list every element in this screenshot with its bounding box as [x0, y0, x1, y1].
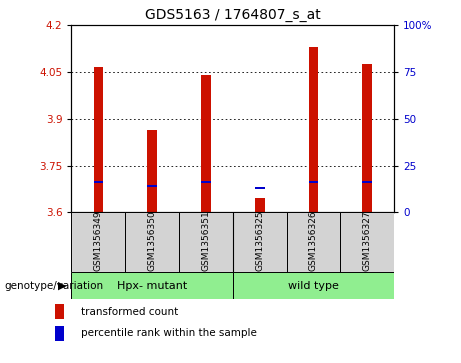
Bar [309, 47, 318, 212]
Bar [362, 181, 372, 183]
Bar [148, 185, 157, 187]
Text: transformed count: transformed count [81, 307, 178, 317]
Text: GSM1356351: GSM1356351 [201, 211, 210, 272]
Bar [255, 198, 265, 212]
Bar [55, 326, 64, 341]
Text: GSM1356327: GSM1356327 [363, 211, 372, 272]
Bar [362, 64, 372, 212]
Bar [179, 212, 233, 272]
Text: GSM1356325: GSM1356325 [255, 211, 264, 272]
Bar [201, 75, 211, 212]
Bar [309, 181, 318, 183]
Title: GDS5163 / 1764807_s_at: GDS5163 / 1764807_s_at [145, 8, 321, 22]
Bar [148, 130, 157, 212]
Bar [340, 212, 394, 272]
Bar [94, 68, 103, 212]
Text: percentile rank within the sample: percentile rank within the sample [81, 329, 257, 338]
Text: Hpx- mutant: Hpx- mutant [117, 281, 187, 291]
Bar [71, 272, 233, 299]
Bar [71, 212, 125, 272]
Bar [233, 272, 394, 299]
Text: GSM1356350: GSM1356350 [148, 211, 157, 272]
Bar [55, 304, 64, 319]
Text: wild type: wild type [288, 281, 339, 291]
Text: ▶: ▶ [59, 281, 67, 291]
Bar [201, 181, 211, 183]
Text: GSM1356349: GSM1356349 [94, 211, 103, 272]
Bar [233, 212, 287, 272]
Bar [94, 181, 103, 183]
Text: genotype/variation: genotype/variation [5, 281, 104, 291]
Bar [287, 212, 340, 272]
Bar [125, 212, 179, 272]
Text: GSM1356326: GSM1356326 [309, 211, 318, 272]
Bar [255, 187, 265, 189]
